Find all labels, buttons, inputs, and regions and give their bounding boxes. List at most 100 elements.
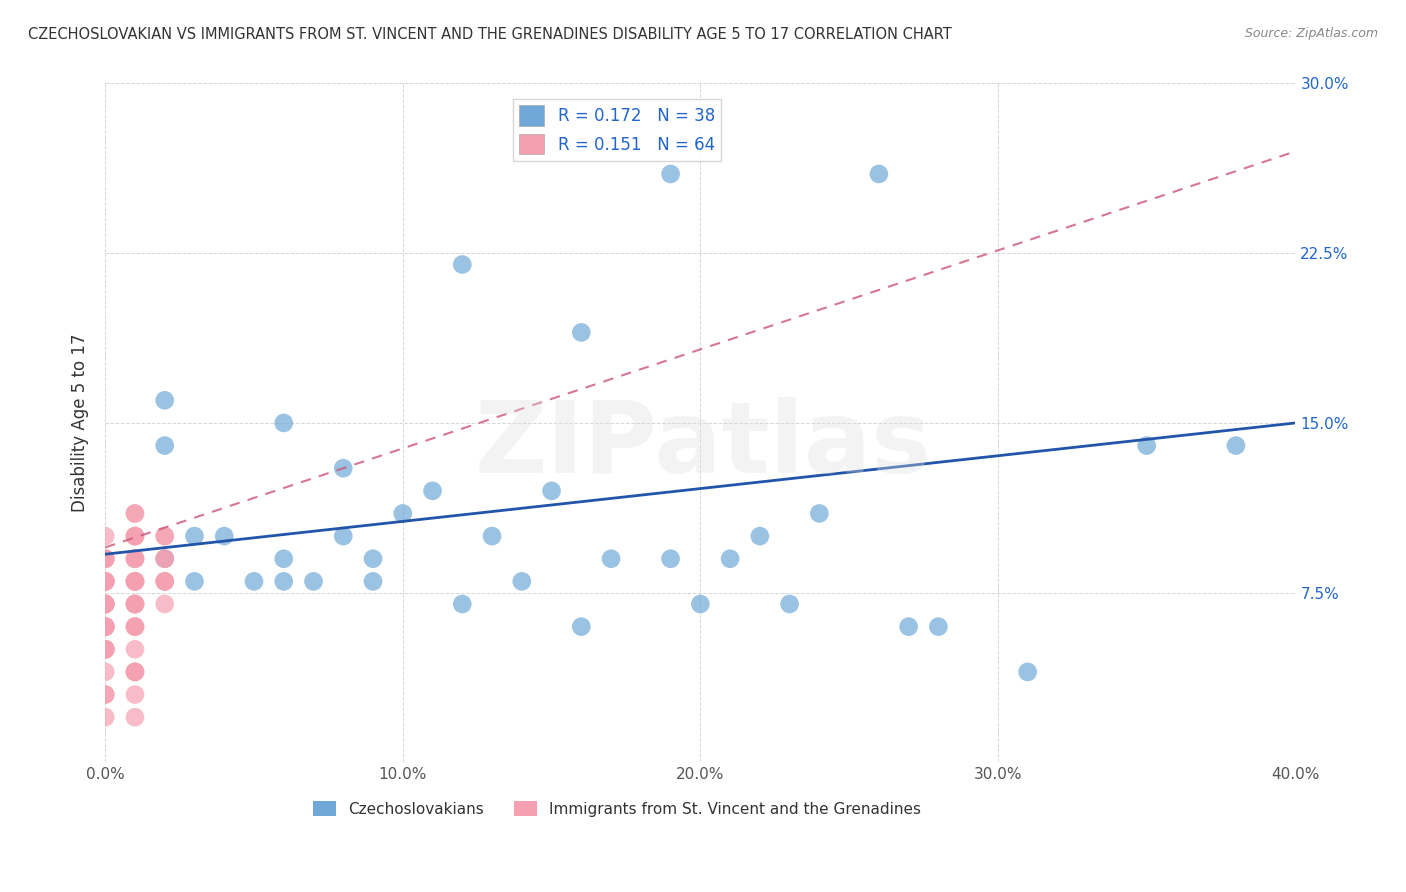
Point: [124, 665, 146, 679]
Point: [689, 597, 711, 611]
Point: [153, 439, 176, 453]
Point: [481, 529, 503, 543]
Point: [124, 507, 146, 521]
Point: [153, 551, 176, 566]
Point: [391, 507, 413, 521]
Point: [124, 574, 146, 589]
Point: [124, 574, 146, 589]
Point: [94, 642, 117, 657]
Point: [718, 551, 741, 566]
Point: [94, 620, 117, 634]
Point: [540, 483, 562, 498]
Point: [422, 483, 444, 498]
Point: [94, 551, 117, 566]
Point: [153, 574, 176, 589]
Point: [1225, 439, 1247, 453]
Point: [124, 551, 146, 566]
Point: [94, 597, 117, 611]
Point: [124, 551, 146, 566]
Point: [124, 597, 146, 611]
Point: [94, 597, 117, 611]
Point: [124, 665, 146, 679]
Point: [94, 574, 117, 589]
Point: [94, 597, 117, 611]
Point: [94, 620, 117, 634]
Point: [94, 529, 117, 543]
Point: [124, 597, 146, 611]
Point: [124, 597, 146, 611]
Point: [124, 642, 146, 657]
Text: ZIPatlas: ZIPatlas: [475, 398, 931, 494]
Legend: Czechoslovakians, Immigrants from St. Vincent and the Grenadines: Czechoslovakians, Immigrants from St. Vi…: [307, 795, 928, 822]
Point: [94, 642, 117, 657]
Point: [94, 574, 117, 589]
Point: [153, 574, 176, 589]
Point: [94, 620, 117, 634]
Point: [124, 620, 146, 634]
Point: [569, 620, 592, 634]
Point: [332, 529, 354, 543]
Point: [124, 574, 146, 589]
Point: [361, 551, 384, 566]
Point: [94, 620, 117, 634]
Point: [183, 574, 205, 589]
Point: [748, 529, 770, 543]
Point: [94, 620, 117, 634]
Point: [124, 529, 146, 543]
Point: [124, 688, 146, 702]
Text: CZECHOSLOVAKIAN VS IMMIGRANTS FROM ST. VINCENT AND THE GRENADINES DISABILITY AGE: CZECHOSLOVAKIAN VS IMMIGRANTS FROM ST. V…: [28, 27, 952, 42]
Point: [124, 507, 146, 521]
Point: [600, 551, 623, 566]
Point: [212, 529, 235, 543]
Point: [1136, 439, 1159, 453]
Point: [124, 574, 146, 589]
Point: [451, 597, 474, 611]
Point: [1017, 665, 1039, 679]
Point: [153, 529, 176, 543]
Point: [927, 620, 949, 634]
Point: [659, 551, 682, 566]
Point: [94, 551, 117, 566]
Point: [94, 574, 117, 589]
Point: [510, 574, 533, 589]
Point: [451, 258, 474, 272]
Point: [124, 665, 146, 679]
Point: [124, 529, 146, 543]
Point: [153, 393, 176, 408]
Point: [94, 642, 117, 657]
Point: [659, 167, 682, 181]
Point: [808, 507, 831, 521]
Point: [153, 551, 176, 566]
Point: [124, 529, 146, 543]
Y-axis label: Disability Age 5 to 17: Disability Age 5 to 17: [72, 334, 89, 512]
Point: [94, 688, 117, 702]
Point: [361, 574, 384, 589]
Point: [124, 551, 146, 566]
Point: [124, 620, 146, 634]
Point: [94, 574, 117, 589]
Point: [124, 597, 146, 611]
Point: [243, 574, 266, 589]
Point: [94, 574, 117, 589]
Text: Source: ZipAtlas.com: Source: ZipAtlas.com: [1244, 27, 1378, 40]
Point: [897, 620, 920, 634]
Point: [153, 529, 176, 543]
Point: [569, 326, 592, 340]
Point: [124, 710, 146, 724]
Point: [94, 665, 117, 679]
Point: [94, 597, 117, 611]
Point: [273, 551, 295, 566]
Point: [94, 688, 117, 702]
Point: [153, 597, 176, 611]
Point: [94, 642, 117, 657]
Point: [273, 416, 295, 430]
Point: [302, 574, 325, 589]
Point: [779, 597, 801, 611]
Point: [273, 574, 295, 589]
Point: [94, 597, 117, 611]
Point: [94, 620, 117, 634]
Point: [94, 642, 117, 657]
Point: [153, 551, 176, 566]
Point: [124, 620, 146, 634]
Point: [94, 710, 117, 724]
